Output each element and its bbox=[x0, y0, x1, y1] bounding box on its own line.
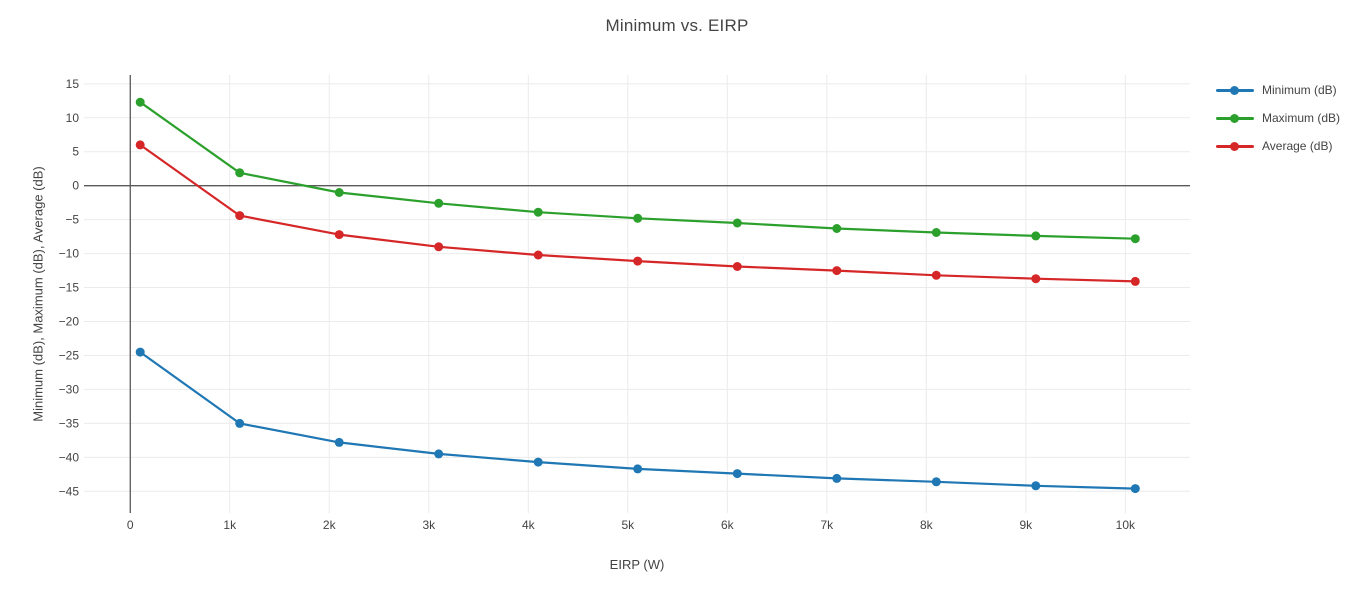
x-tick-label: 5k bbox=[621, 518, 635, 532]
y-tick-label: −20 bbox=[59, 315, 80, 329]
y-tick-label: −25 bbox=[59, 348, 80, 362]
y-tick-label: 5 bbox=[72, 145, 79, 159]
data-point-minimum-db-2[interactable] bbox=[334, 437, 344, 447]
data-point-average-db-4[interactable] bbox=[533, 250, 543, 260]
data-point-average-db-7[interactable] bbox=[832, 266, 842, 276]
data-point-average-db-8[interactable] bbox=[931, 270, 941, 280]
data-point-minimum-db-7[interactable] bbox=[832, 473, 842, 483]
data-point-maximum-db-4[interactable] bbox=[533, 207, 543, 217]
x-axis-title: EIRP (W) bbox=[609, 557, 665, 572]
data-point-average-db-5[interactable] bbox=[633, 256, 643, 266]
data-point-minimum-db-3[interactable] bbox=[434, 449, 444, 459]
data-point-maximum-db-1[interactable] bbox=[235, 168, 245, 178]
x-tick-label: 4k bbox=[522, 518, 536, 532]
legend-label-minimum-db: Minimum (dB) bbox=[1262, 83, 1337, 97]
legend-item-maximum-db[interactable]: Maximum (dB) bbox=[1216, 104, 1340, 132]
data-point-maximum-db-3[interactable] bbox=[434, 198, 444, 208]
data-point-minimum-db-10[interactable] bbox=[1130, 484, 1140, 494]
legend-label-maximum-db: Maximum (dB) bbox=[1262, 111, 1341, 125]
legend-line-marker-icon bbox=[1216, 85, 1254, 95]
data-point-average-db-3[interactable] bbox=[434, 242, 444, 252]
data-point-maximum-db-10[interactable] bbox=[1130, 234, 1140, 244]
data-point-maximum-db-6[interactable] bbox=[732, 218, 742, 228]
x-tick-label: 9k bbox=[1019, 518, 1033, 532]
y-tick-label: −40 bbox=[59, 450, 80, 464]
data-point-maximum-db-7[interactable] bbox=[832, 224, 842, 233]
chart-title: Minimum vs. EIRP bbox=[605, 16, 749, 35]
legend-item-minimum-db[interactable]: Minimum (dB) bbox=[1216, 76, 1340, 104]
y-tick-label: −15 bbox=[59, 281, 80, 295]
data-point-maximum-db-0[interactable] bbox=[135, 97, 145, 107]
data-point-maximum-db-9[interactable] bbox=[1031, 231, 1041, 241]
legend-label-average-db: Average (dB) bbox=[1262, 139, 1333, 153]
x-tick-label: 6k bbox=[721, 518, 735, 532]
legend: Minimum (dB) Maximum (dB) Average (dB) bbox=[1216, 76, 1340, 160]
legend-item-average-db[interactable]: Average (dB) bbox=[1216, 132, 1340, 160]
data-point-average-db-10[interactable] bbox=[1130, 276, 1140, 286]
data-point-average-db-1[interactable] bbox=[235, 211, 245, 221]
data-point-average-db-6[interactable] bbox=[732, 262, 742, 271]
data-point-minimum-db-1[interactable] bbox=[235, 418, 245, 428]
data-point-minimum-db-4[interactable] bbox=[533, 457, 543, 467]
y-axis-title: Minimum (dB), Maximum (dB), Average (dB) bbox=[30, 166, 46, 422]
x-tick-label: 0 bbox=[127, 518, 134, 532]
data-point-minimum-db-5[interactable] bbox=[633, 464, 643, 474]
data-point-minimum-db-9[interactable] bbox=[1031, 481, 1041, 491]
legend-line-marker-icon bbox=[1216, 113, 1254, 123]
data-point-average-db-9[interactable] bbox=[1031, 274, 1041, 284]
y-tick-label: −30 bbox=[59, 382, 80, 396]
x-tick-label: 2k bbox=[323, 518, 337, 532]
data-point-maximum-db-5[interactable] bbox=[633, 213, 643, 223]
x-tick-label: 8k bbox=[920, 518, 934, 532]
y-tick-label: −5 bbox=[65, 213, 79, 227]
data-point-minimum-db-8[interactable] bbox=[931, 477, 941, 487]
data-point-minimum-db-0[interactable] bbox=[135, 347, 145, 357]
data-point-average-db-2[interactable] bbox=[334, 230, 344, 240]
data-point-minimum-db-6[interactable] bbox=[732, 469, 742, 479]
data-point-average-db-0[interactable] bbox=[135, 140, 145, 150]
data-point-maximum-db-8[interactable] bbox=[931, 228, 941, 237]
x-tick-label: 3k bbox=[422, 518, 436, 532]
y-tick-label: 0 bbox=[72, 179, 79, 193]
legend-line-marker-icon bbox=[1216, 141, 1254, 151]
x-tick-label: 10k bbox=[1116, 518, 1136, 532]
y-tick-label: −35 bbox=[59, 416, 80, 430]
data-point-maximum-db-2[interactable] bbox=[334, 188, 344, 197]
x-tick-label: 1k bbox=[223, 518, 237, 532]
y-tick-label: 15 bbox=[66, 77, 80, 91]
y-tick-label: 10 bbox=[66, 111, 80, 125]
y-tick-label: −45 bbox=[59, 484, 80, 498]
x-tick-label: 7k bbox=[820, 518, 834, 532]
y-tick-label: −10 bbox=[59, 247, 80, 261]
